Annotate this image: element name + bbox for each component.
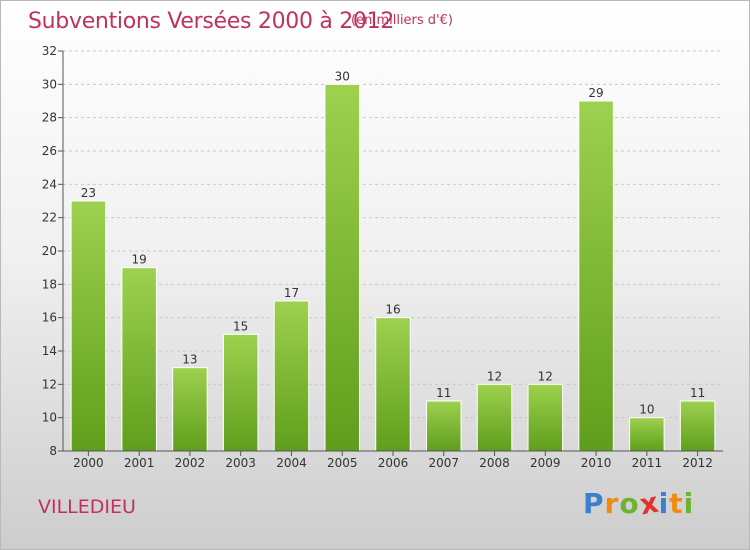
y-tick-label: 8 <box>49 444 57 458</box>
y-tick-label: 26 <box>42 144 57 158</box>
bar <box>121 267 157 452</box>
y-tick-label: 30 <box>42 77 57 91</box>
x-tick-label: 2005 <box>327 456 358 470</box>
x-tick-label: 2003 <box>225 456 256 470</box>
y-tick-label: 28 <box>42 111 57 125</box>
y-tick-label: 24 <box>42 177 57 191</box>
bar <box>172 367 208 452</box>
y-tick-label: 22 <box>42 211 57 225</box>
y-tick-label: 20 <box>42 244 57 258</box>
x-tick-label: 2002 <box>175 456 206 470</box>
logo-letter: i <box>658 487 670 520</box>
x-tick-label: 2006 <box>378 456 409 470</box>
logo-letter: o <box>619 487 640 520</box>
logo-letter: i <box>683 487 695 520</box>
data-labels: 23 19 13 15 17 30 16 11 12 12 29 10 11 <box>81 69 706 416</box>
data-label: 23 <box>81 186 96 200</box>
y-tick-label: 10 <box>42 411 57 425</box>
x-tick-label: 2008 <box>479 456 510 470</box>
proxiti-logo: Proxiti <box>583 486 695 522</box>
bar <box>426 400 462 452</box>
data-label: 11 <box>690 386 705 400</box>
y-tick-label: 32 <box>42 44 57 58</box>
commune-name: VILLEDIEU <box>38 496 136 518</box>
x-tick-label: 2010 <box>581 456 612 470</box>
data-label: 10 <box>639 403 654 417</box>
bar <box>375 317 411 452</box>
bar <box>476 383 513 452</box>
bar <box>70 200 107 452</box>
y-tick-label: 18 <box>42 277 57 291</box>
logo-letter: P <box>583 487 605 520</box>
x-tick-label: 2011 <box>632 456 663 470</box>
x-tick-label: 2004 <box>276 456 307 470</box>
logo-letter: t <box>669 487 684 520</box>
data-label: 29 <box>588 86 603 100</box>
y-tick-label: 12 <box>42 377 57 391</box>
bar <box>324 83 360 452</box>
bar <box>222 333 259 452</box>
data-label: 12 <box>538 369 553 383</box>
data-label: 12 <box>487 369 502 383</box>
bars <box>70 83 716 452</box>
bar <box>273 300 310 452</box>
data-label: 13 <box>182 353 197 367</box>
axes: 8 10 12 14 16 18 20 22 24 26 28 30 32 2000 2001 2002 200… <box>42 44 723 470</box>
x-tick-label: 2000 <box>73 456 104 470</box>
data-label: 11 <box>436 386 451 400</box>
chart-subtitle: (en milliers d'€) <box>351 13 453 28</box>
logo-letter: r <box>604 487 620 520</box>
data-label: 19 <box>132 253 147 267</box>
x-tick-label: 2012 <box>682 456 713 470</box>
data-label: 30 <box>335 69 350 83</box>
bar <box>527 383 564 452</box>
x-tick-label: 2007 <box>428 456 459 470</box>
bar <box>578 100 614 452</box>
y-tick-label: 16 <box>42 311 57 325</box>
chart-title: Subventions Versées 2000 à 2012 <box>28 9 395 34</box>
y-tick-label: 14 <box>42 344 57 358</box>
data-label: 16 <box>385 303 400 317</box>
data-label: 15 <box>233 319 248 333</box>
x-tick-label: 2009 <box>530 456 561 470</box>
data-label: 17 <box>284 286 299 300</box>
bar <box>629 417 665 452</box>
x-tick-label: 2001 <box>124 456 155 470</box>
bar <box>679 400 716 452</box>
